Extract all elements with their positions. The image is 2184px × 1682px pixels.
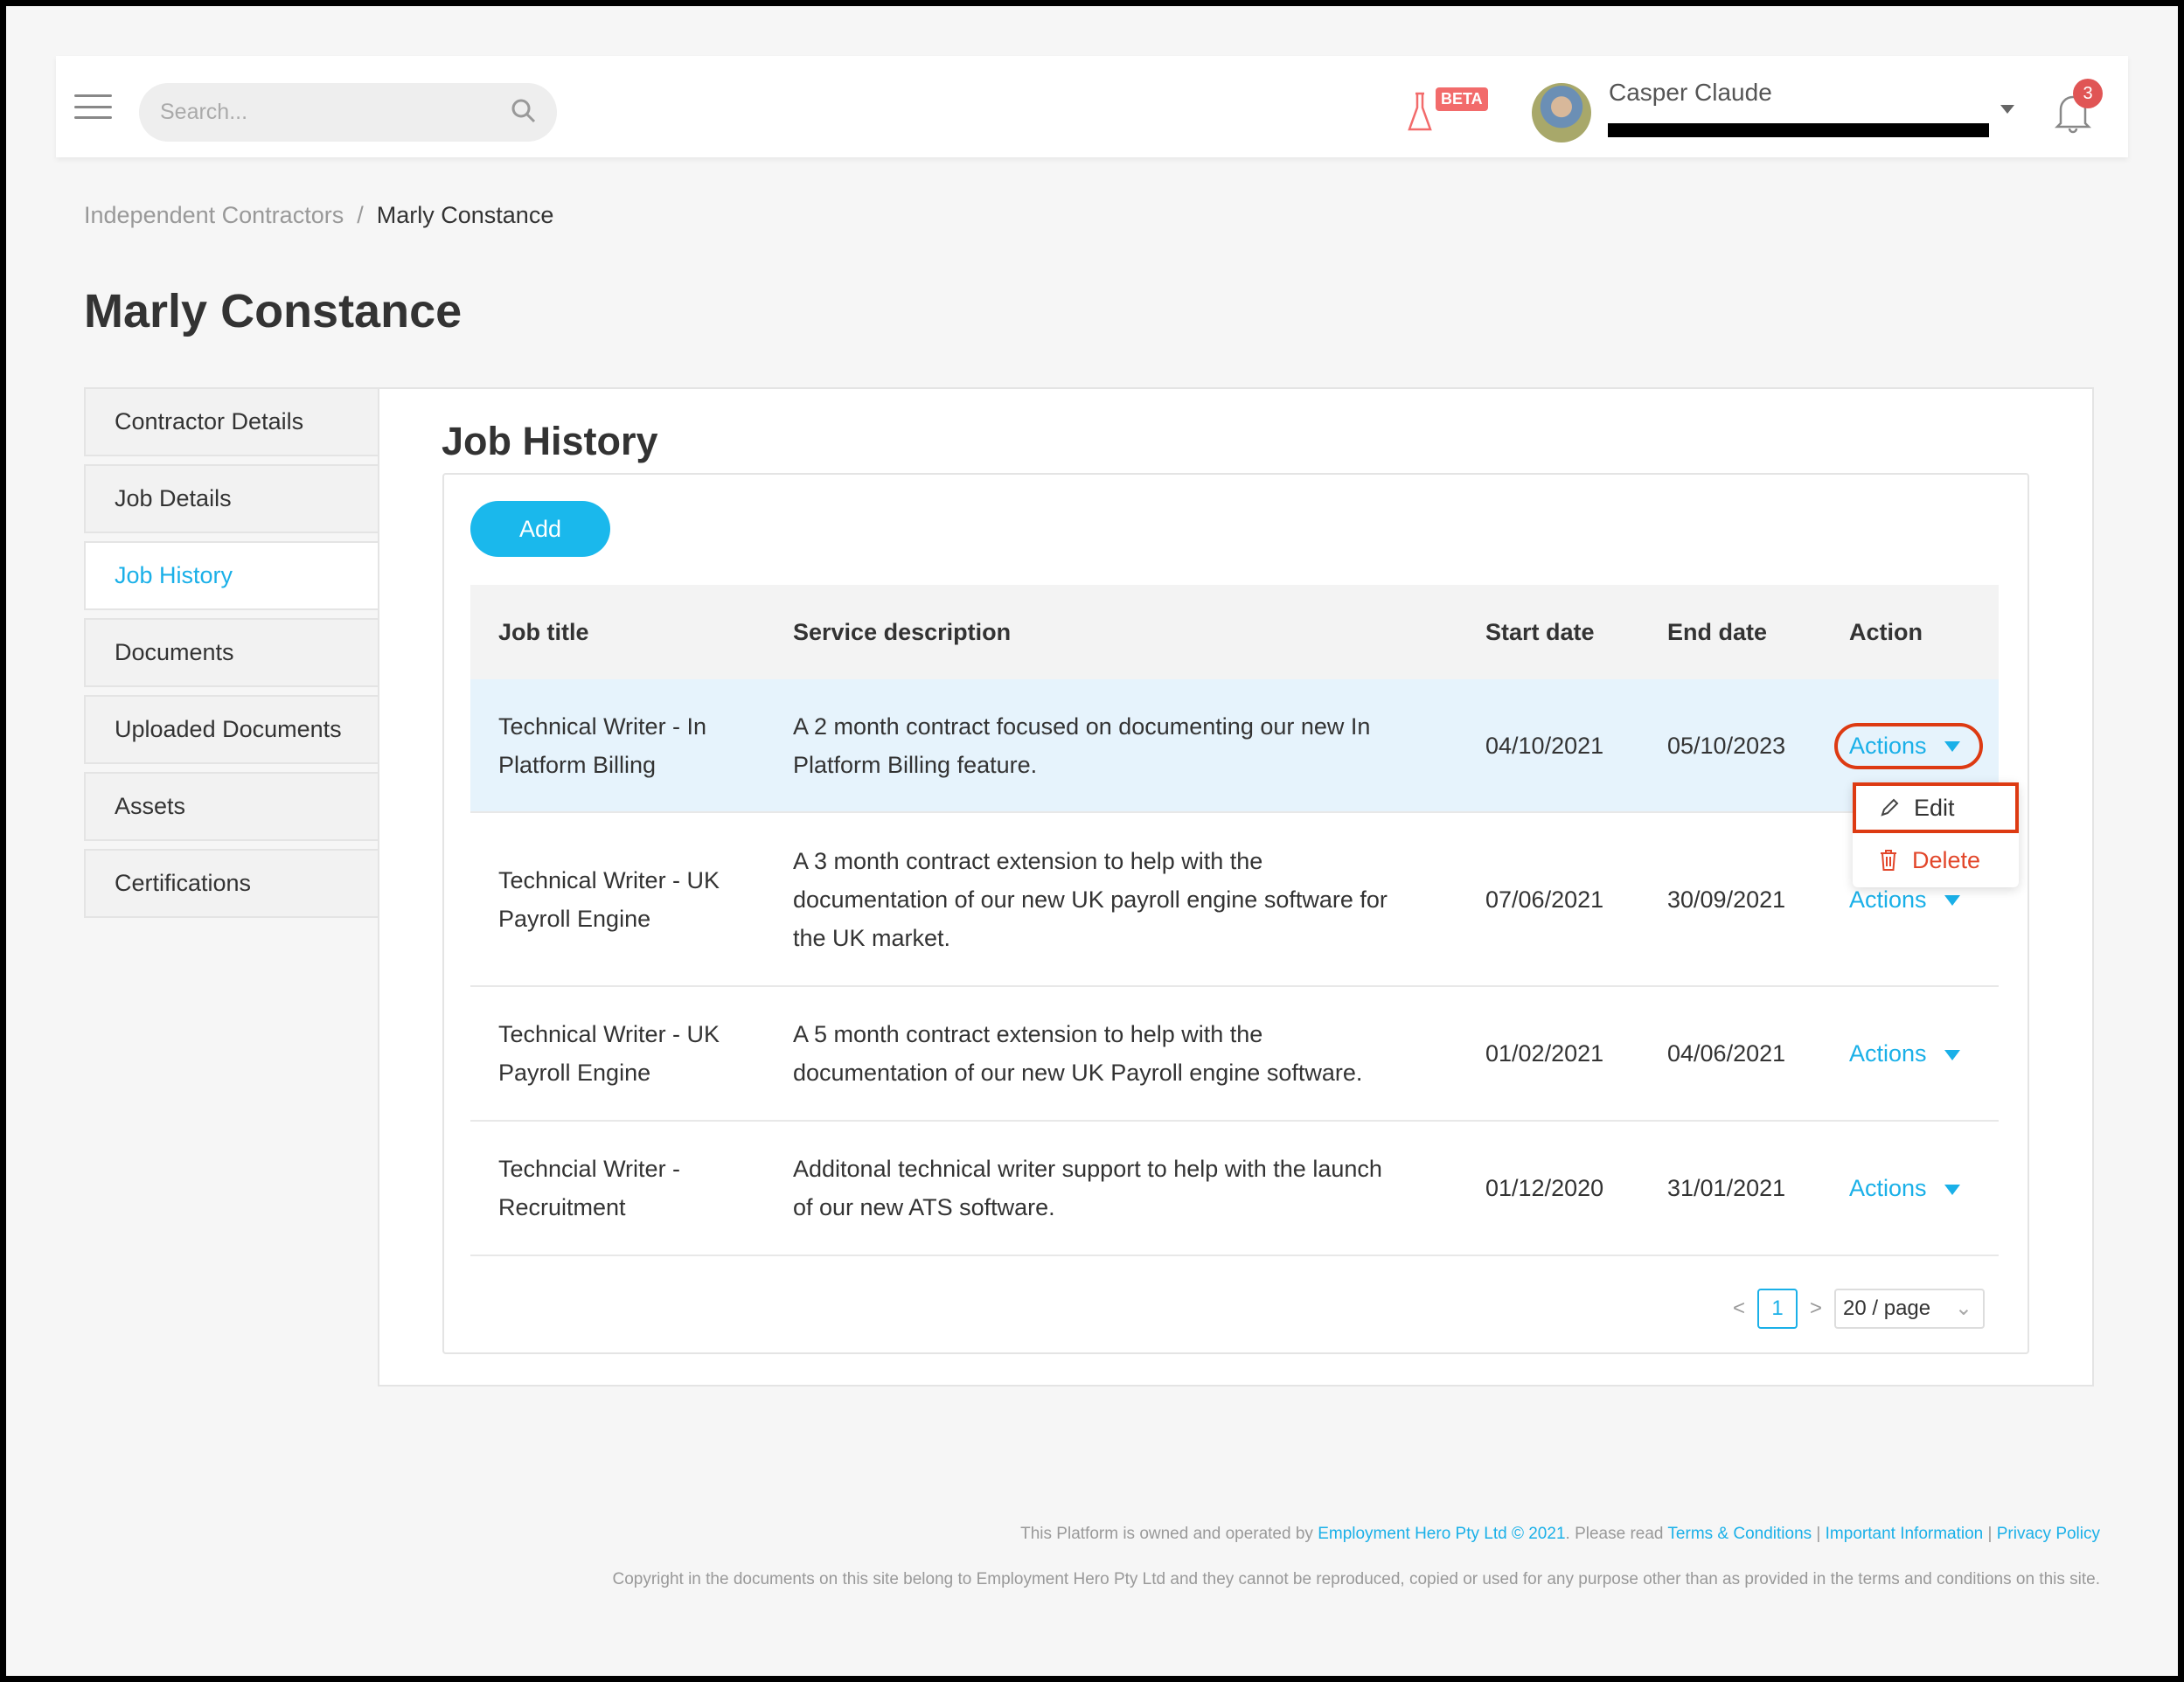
table-row[interactable]: Techncial Writer - Recruitment Additonal… [470, 1121, 1999, 1256]
sidebar-item-assets[interactable]: Assets [84, 772, 378, 841]
section-title: Job History [442, 419, 658, 463]
job-title: Technical Writer - UK Payroll Engine [470, 812, 765, 987]
job-history-table: Job title Service description Start date… [470, 585, 1999, 1256]
actions-menu: Edit Delete [1853, 782, 2019, 887]
col-action: Action [1821, 585, 1999, 679]
flask-icon[interactable] [1407, 90, 1433, 134]
start-date: 01/12/2020 [1457, 1121, 1639, 1256]
page: BETA Casper Claude 3 Independent Contrac… [6, 6, 2178, 1676]
service-description: A 3 month contract extension to help wit… [765, 812, 1457, 987]
job-title: Technical Writer - UK Payroll Engine [470, 986, 765, 1122]
sidebar-item-job-details[interactable]: Job Details [84, 464, 378, 533]
actions-label: Actions [1849, 732, 1927, 759]
breadcrumb-current: Marly Constance [376, 202, 554, 228]
footer-copyright: Copyright in the documents on this site … [612, 1570, 2100, 1588]
table-row[interactable]: Technical Writer - In Platform Billing A… [470, 679, 1999, 813]
menu-item-delete[interactable]: Delete [1853, 835, 2019, 886]
job-title: Techncial Writer - Recruitment [470, 1121, 765, 1256]
next-page-button[interactable]: > [1810, 1296, 1823, 1320]
caret-down-icon [1944, 1184, 1960, 1195]
service-description: A 5 month contract extension to help wit… [765, 986, 1457, 1122]
end-date: 31/01/2021 [1639, 1121, 1821, 1256]
prev-page-button[interactable]: < [1733, 1296, 1746, 1320]
top-header: BETA Casper Claude 3 [56, 56, 2128, 157]
actions-dropdown[interactable]: Actions [1849, 1175, 1960, 1201]
caret-down-icon [1944, 741, 1960, 753]
col-service-description: Service description [765, 585, 1457, 679]
search-input[interactable] [139, 83, 557, 142]
col-end-date: End date [1639, 585, 1821, 679]
actions-dropdown[interactable]: Actions [1849, 1040, 1960, 1067]
service-description: A 2 month contract focused on documentin… [765, 679, 1457, 813]
add-button[interactable]: Add [470, 501, 610, 557]
actions-dropdown[interactable]: Actions [1849, 886, 1960, 913]
chevron-down-icon[interactable] [2000, 105, 2014, 114]
caret-down-icon [1944, 1049, 1960, 1060]
start-date: 04/10/2021 [1457, 679, 1639, 813]
sidebar-item-contractor-details[interactable]: Contractor Details [84, 387, 378, 456]
col-start-date: Start date [1457, 585, 1639, 679]
terms-link[interactable]: Terms & Conditions [1667, 1525, 1812, 1543]
user-name[interactable]: Casper Claude [1609, 79, 1772, 106]
pencil-icon [1881, 798, 1899, 817]
redacted-email [1608, 123, 1989, 137]
delete-label: Delete [1912, 846, 1981, 873]
page-size-value: 20 / page [1843, 1296, 1931, 1320]
footer-separator: | [1983, 1525, 1997, 1543]
footer-ownership: This Platform is owned and operated by E… [1020, 1525, 2100, 1544]
search-icon[interactable] [511, 98, 537, 124]
table-row[interactable]: Technical Writer - UK Payroll Engine A 3… [470, 812, 1999, 987]
sidebar-item-job-history[interactable]: Job History [84, 541, 378, 610]
pagination: < 1 > 20 / page ⌄ [1733, 1288, 1986, 1330]
privacy-policy-link[interactable]: Privacy Policy [1996, 1525, 2100, 1543]
actions-label: Actions [1849, 1175, 1927, 1201]
chevron-down-icon: ⌄ [1954, 1296, 1973, 1320]
sidebar-item-certifications[interactable]: Certifications [84, 849, 378, 918]
breadcrumb-separator: / [357, 202, 364, 228]
trash-icon [1881, 850, 1896, 871]
sidebar: Contractor Details Job Details Job Histo… [84, 387, 378, 926]
beta-badge: BETA [1436, 87, 1488, 111]
table-row[interactable]: Technical Writer - UK Payroll Engine A 5… [470, 986, 1999, 1122]
sidebar-item-uploaded-documents[interactable]: Uploaded Documents [84, 695, 378, 764]
actions-label: Actions [1849, 886, 1927, 913]
start-date: 07/06/2021 [1457, 812, 1639, 987]
page-title: Marly Constance [84, 285, 463, 337]
notification-badge: 3 [2073, 79, 2103, 108]
service-description: Additonal technical writer support to he… [765, 1121, 1457, 1256]
actions-highlight-annotation [1834, 723, 1983, 769]
start-date: 01/02/2021 [1457, 986, 1639, 1122]
breadcrumb: Independent Contractors / Marly Constanc… [84, 202, 553, 229]
actions-dropdown[interactable]: Actions [1849, 733, 1960, 759]
table-header: Job title Service description Start date… [470, 585, 1999, 679]
page-size-select[interactable]: 20 / page ⌄ [1834, 1289, 1986, 1329]
sidebar-item-documents[interactable]: Documents [84, 618, 378, 687]
breadcrumb-parent[interactable]: Independent Contractors [84, 202, 344, 228]
end-date: 04/06/2021 [1639, 986, 1821, 1122]
footer-text: This Platform is owned and operated by [1020, 1525, 1318, 1543]
avatar[interactable] [1532, 83, 1591, 142]
job-title: Technical Writer - In Platform Billing [470, 679, 765, 813]
caret-down-icon [1944, 895, 1960, 907]
company-link[interactable]: Employment Hero Pty Ltd © 2021 [1318, 1525, 1566, 1543]
col-job-title: Job title [470, 585, 765, 679]
footer-text: . Please read [1565, 1525, 1668, 1543]
menu-item-edit[interactable]: Edit [1853, 782, 2019, 833]
hamburger-menu-icon[interactable] [74, 94, 112, 119]
actions-label: Actions [1849, 1040, 1927, 1067]
end-date: 05/10/2023 [1639, 679, 1821, 813]
important-information-link[interactable]: Important Information [1825, 1525, 1984, 1543]
footer-separator: | [1812, 1525, 1826, 1543]
end-date: 30/09/2021 [1639, 812, 1821, 987]
page-1-button[interactable]: 1 [1757, 1289, 1798, 1329]
edit-label: Edit [1914, 794, 1955, 821]
